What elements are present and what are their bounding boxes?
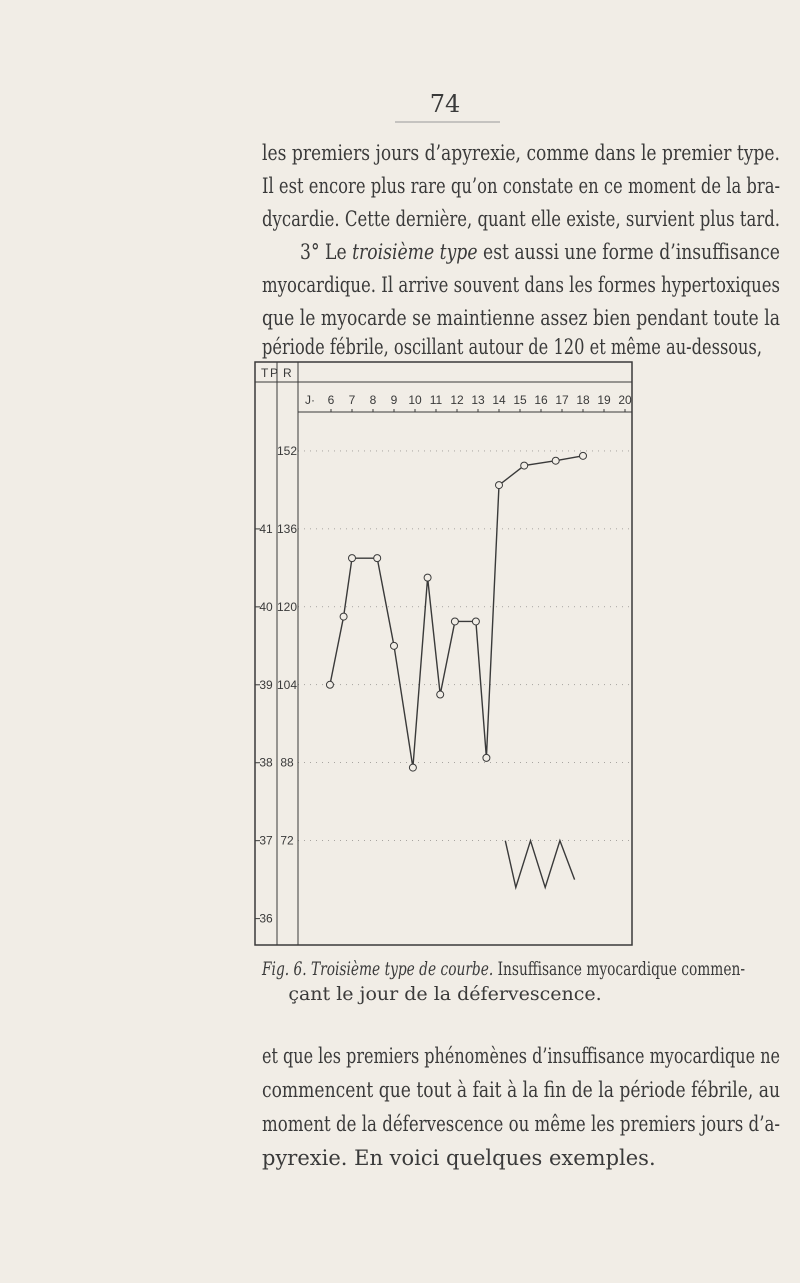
y-tick-label: 40 xyxy=(259,600,273,614)
text-line: et que les premiers phénomènes d’insuffi… xyxy=(262,1044,780,1068)
text-line: Il est encore plus rare qu’on constate e… xyxy=(262,174,780,198)
text-line: moment de la défervescence ou même les p… xyxy=(262,1112,780,1136)
italic-text: troisième type xyxy=(352,240,477,264)
data-point xyxy=(339,612,348,621)
y2-tick-label: 88 xyxy=(280,756,294,770)
column-header: T xyxy=(261,366,269,380)
x-tick-label: 8 xyxy=(370,393,377,407)
y2-tick-label: 120 xyxy=(277,600,297,614)
y-tick-label: 41 xyxy=(259,522,273,536)
text-line: les premiers jours d’apyrexie, comme dan… xyxy=(262,141,780,165)
data-point xyxy=(450,617,459,626)
x-tick-label: 20 xyxy=(618,393,632,407)
figure: T P R J· 6 7 8 9 10 11 12 13 14 15 16 17 18 19 20 36 37 3… xyxy=(254,361,633,946)
x-tick-label: 6 xyxy=(328,393,335,407)
y2-tick-label: 136 xyxy=(277,522,297,536)
x-tick-label: 19 xyxy=(597,393,611,407)
data-point xyxy=(325,680,334,689)
data-point xyxy=(423,573,432,582)
x-tick-label: 11 xyxy=(430,393,443,407)
y-tick-label: 39 xyxy=(259,678,273,692)
data-point xyxy=(373,554,382,563)
data-point xyxy=(436,690,445,699)
data-point xyxy=(348,554,356,563)
text: est aussi une forme d’insuffisance xyxy=(478,240,780,264)
data-point xyxy=(579,451,587,460)
data-point xyxy=(408,763,417,772)
data-line xyxy=(329,455,584,768)
data-point xyxy=(551,456,560,465)
x-tick-label: 10 xyxy=(408,393,422,407)
y-tick-label: 37 xyxy=(259,834,273,848)
data-point xyxy=(390,641,398,650)
column-header: P xyxy=(270,366,278,380)
x-tick-label: 9 xyxy=(391,393,398,407)
text-line: que le myocarde se maintienne assez bien… xyxy=(262,306,780,330)
data-point xyxy=(495,481,503,490)
text-line: période fébrile, oscillant autour de 120… xyxy=(262,335,762,359)
text-line: myocardique. Il arrive souvent dans les … xyxy=(262,273,780,297)
data-line xyxy=(504,838,576,891)
text: 3° Le xyxy=(300,240,352,264)
x-tick-label: 12 xyxy=(450,393,464,407)
data-point xyxy=(471,617,480,626)
x-tick-label: 13 xyxy=(471,393,485,407)
text-line: pyrexie. En voici quelques exemples. xyxy=(262,1146,656,1170)
text-line: commencent que tout à fait à la fin de l… xyxy=(262,1078,780,1102)
x-tick-label: 17 xyxy=(555,393,569,407)
x-tick-label: 7 xyxy=(349,393,356,407)
y2-tick-label: 152 xyxy=(277,444,297,458)
y-tick-label: 36 xyxy=(259,912,273,926)
x-tick-label: 15 xyxy=(513,393,527,407)
data-point xyxy=(520,461,529,470)
text-line: 3° Le troisième type est aussi une forme… xyxy=(300,240,780,264)
x-tick-label: 14 xyxy=(492,393,506,407)
y2-tick-label: 104 xyxy=(277,678,297,692)
data-point xyxy=(482,753,491,762)
y-tick-label: 38 xyxy=(259,756,273,770)
column-header: R xyxy=(283,366,292,380)
y2-tick-label: 72 xyxy=(280,834,294,848)
day-prefix: J· xyxy=(305,393,315,407)
caption-italic: Fig. 6. Troisième type de courbe. xyxy=(261,958,493,980)
page-number: 74 xyxy=(430,90,461,118)
caption: çant le jour de la défervescence. xyxy=(288,983,601,1005)
caption: Fig. 6. Troisième type de courbe. Insuff… xyxy=(261,958,745,980)
x-tick-label: 18 xyxy=(576,393,590,407)
x-tick-label: 16 xyxy=(534,393,548,407)
text-line: dycardie. Cette dernière, quant elle exi… xyxy=(262,207,780,231)
frame xyxy=(254,361,633,946)
caption-text: Insuffisance myocardique commen- xyxy=(493,958,745,980)
